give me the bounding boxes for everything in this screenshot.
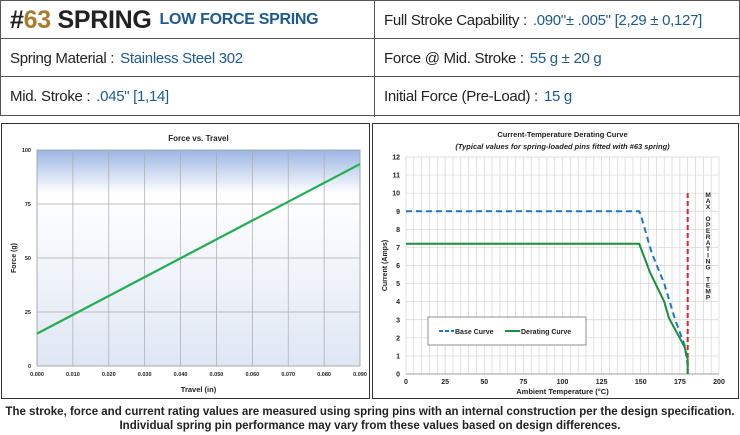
footer-line-1: The stroke, force and current rating val…	[5, 406, 735, 418]
x-tick-label: 100	[557, 379, 569, 386]
y-tick-label: 7	[396, 245, 400, 252]
y-tick-label: 8	[396, 227, 400, 234]
series-line	[406, 210, 689, 366]
max-temp-letter: N	[706, 258, 711, 265]
spec-initial-force: Initial Force (Pre-Load) : 15 g	[375, 77, 572, 115]
x-tick-label: 175	[674, 379, 686, 386]
force-chart-panel: 0.000 0.010 0.020 0.030 0.040 0.050 0.060 0.070…	[1, 123, 370, 399]
legend-label: Base Curve	[455, 329, 494, 336]
product-title: #63 SPRING LOW FORCE SPRING	[1, 1, 374, 39]
y-tick-label: 11	[393, 173, 401, 180]
max-temp-letter: E	[706, 228, 711, 235]
max-temp-letter: X	[706, 204, 711, 211]
label: Full Stroke Capability :	[384, 11, 527, 29]
max-temp-letter: A	[706, 198, 711, 205]
divider	[1, 76, 740, 77]
force-line	[36, 163, 361, 335]
x-tick-label: 0.020	[102, 372, 116, 378]
y-tick-label: 10	[392, 191, 400, 198]
spec-force-mid: Force @ Mid. Stroke : 55 g ± 20 g	[375, 39, 602, 77]
y-tick-label: 1	[396, 353, 400, 360]
x-tick-label: 75	[519, 379, 527, 386]
x-tick-label: 0.070	[281, 372, 295, 378]
chart-title: Current-Temperature Derating Curve	[497, 130, 627, 139]
y-tick-label: 100	[22, 148, 31, 154]
spec-material: Spring Material : Stainless Steel 302	[1, 39, 243, 77]
divider	[374, 1, 375, 117]
title-subtitle: LOW FORCE SPRING	[159, 11, 319, 28]
divider	[1, 38, 740, 39]
max-temp-letter: T	[706, 246, 710, 253]
value: 55 g ± 20 g	[529, 49, 602, 67]
value: .090"± .005" [2,29 ± 0,127]	[532, 11, 702, 29]
x-tick-label: 200	[713, 379, 725, 386]
derating-chart-panel: 0 1 2 3 4 5 6 7 8 9 10 11 12 0 25 50 75 100 125 150 175 200 M A…	[372, 123, 739, 399]
value: 15 g	[543, 87, 572, 105]
x-tick-label: 0.040	[174, 372, 188, 378]
title-hash: #	[10, 5, 24, 34]
x-tick-label: 0	[404, 379, 408, 386]
y-tick-label: 3	[396, 317, 400, 324]
label: Spring Material :	[10, 49, 115, 67]
title-word: SPRING	[57, 5, 152, 34]
x-tick-label: 0.050	[210, 372, 224, 378]
max-temp-letter: G	[706, 264, 711, 271]
y-tick-label: 0	[396, 372, 400, 379]
y-tick-label: 9	[396, 209, 400, 216]
y-tick-label: 12	[392, 155, 400, 162]
max-temp-letter: P	[706, 222, 711, 229]
label: Mid. Stroke :	[10, 87, 91, 105]
force-vs-travel-chart: 0.000 0.010 0.020 0.030 0.040 0.050 0.060 0.070…	[11, 134, 367, 394]
y-tick-label: 5	[396, 281, 400, 288]
y-tick-label: 75	[25, 202, 31, 208]
y-tick-label: 0	[28, 364, 31, 370]
y-axis-label: Force (g)	[11, 243, 18, 273]
x-tick-label: 125	[596, 379, 608, 386]
label: Initial Force (Pre-Load) :	[384, 87, 538, 105]
spec-mid-stroke: Mid. Stroke : .045" [1,14]	[1, 77, 169, 115]
label: Force @ Mid. Stroke :	[384, 49, 524, 67]
x-tick-label: 0.030	[138, 372, 152, 378]
max-temp-letter: A	[706, 240, 711, 247]
max-temp-letter: E	[706, 283, 711, 290]
y-tick-label: 2	[396, 335, 400, 342]
series-line	[406, 242, 689, 374]
x-tick-label: 0.080	[317, 372, 331, 378]
spec-full-stroke: Full Stroke Capability : .090"± .005" [2,…	[375, 1, 702, 39]
value: .045" [1,14]	[96, 87, 169, 105]
footer-note: The stroke, force and current rating val…	[0, 405, 740, 433]
legend-label: Derating Curve	[521, 329, 571, 336]
y-tick-label: 25	[25, 310, 31, 316]
max-temp-letter: P	[706, 295, 711, 302]
x-tick-label: 0.010	[66, 372, 80, 378]
max-temp-letter: R	[706, 234, 711, 241]
y-tick-label: 6	[396, 263, 400, 270]
x-tick-label: 0.000	[30, 372, 44, 378]
x-tick-label: 50	[480, 379, 488, 386]
x-tick-label: 25	[441, 379, 449, 386]
max-temp-letter: M	[705, 289, 710, 296]
title-number: 63	[23, 5, 52, 34]
y-tick-label: 4	[396, 299, 400, 306]
x-tick-label: 0.090	[353, 372, 367, 378]
x-axis-label: Ambient Temperature (°C)	[516, 387, 609, 396]
y-tick-label: 50	[25, 256, 31, 262]
max-temp-letter: O	[706, 216, 711, 223]
chart-subtitle: (Typical values for spring-loaded pins f…	[455, 142, 670, 151]
max-temp-letter: T	[706, 276, 710, 283]
value: Stainless Steel 302	[120, 49, 243, 67]
x-tick-label: 0.060	[245, 372, 259, 378]
footer-line-2: Individual spring pin performance may va…	[119, 420, 621, 432]
y-axis-label: Current (Amps)	[382, 240, 389, 291]
x-axis-label: Travel (in)	[181, 385, 217, 394]
max-temp-letter: M	[705, 192, 710, 199]
spec-table: #63 SPRING LOW FORCE SPRING Full Stroke C…	[0, 0, 740, 117]
x-tick-label: 150	[635, 379, 647, 386]
chart-title: Force vs. Travel	[168, 134, 228, 143]
max-temp-letter: I	[707, 252, 709, 259]
